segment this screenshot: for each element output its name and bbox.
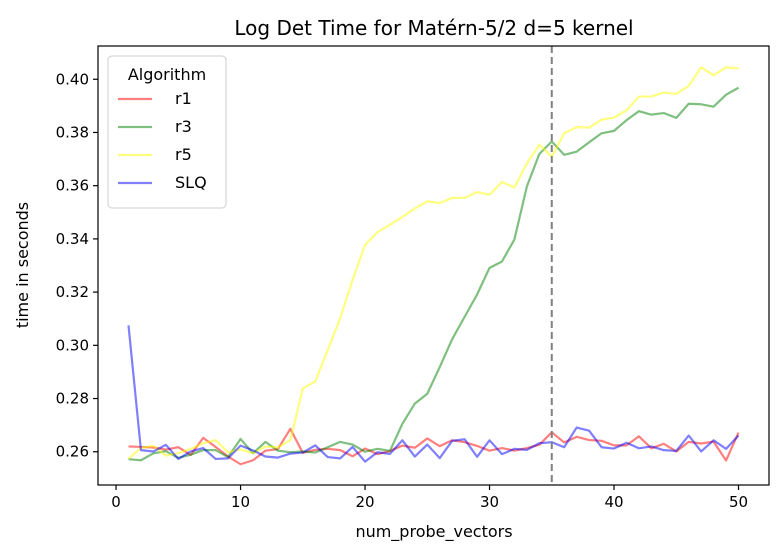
y-tick-label: 0.34 [56,230,89,248]
y-ticks: 0.26 0.28 0.30 0.32 0.34 0.36 0.38 0.40 [56,70,98,461]
y-axis-label: time in seconds [13,202,32,328]
legend: Algorithm r1 r3 r5 SLQ [107,55,227,209]
legend-label-slq: SLQ [175,173,207,192]
y-tick-label: 0.30 [56,336,89,354]
y-tick-label: 0.36 [56,177,89,195]
legend-box [107,55,227,209]
legend-label-r3: r3 [175,117,192,136]
x-axis-label: num_probe_vectors [355,522,512,542]
x-tick-label: 0 [111,493,121,511]
y-tick-label: 0.40 [56,70,89,88]
series-line-r3 [128,86,740,462]
chart-title: Log Det Time for Matérn-5/2 d=5 kernel [234,16,633,40]
legend-label-r5: r5 [175,145,192,164]
plot-frame [97,45,770,486]
y-tick-label: 0.38 [56,123,89,141]
y-tick-label: 0.28 [56,390,89,408]
x-ticks: 0 10 20 30 40 50 [111,485,748,511]
legend-label-r1: r1 [175,89,192,108]
series-line-r5 [127,66,739,460]
series-layer [127,66,740,466]
x-tick-label: 40 [604,493,623,511]
x-tick-label: 10 [231,493,250,511]
series-line-slq [127,325,740,463]
x-tick-label: 50 [729,493,748,511]
y-tick-label: 0.26 [56,443,89,461]
x-tick-label: 30 [480,493,499,511]
y-tick-label: 0.32 [56,283,89,301]
legend-entries: r1 r3 r5 SLQ [118,89,207,192]
legend-title: Algorithm [128,65,206,84]
x-tick-label: 20 [355,493,374,511]
